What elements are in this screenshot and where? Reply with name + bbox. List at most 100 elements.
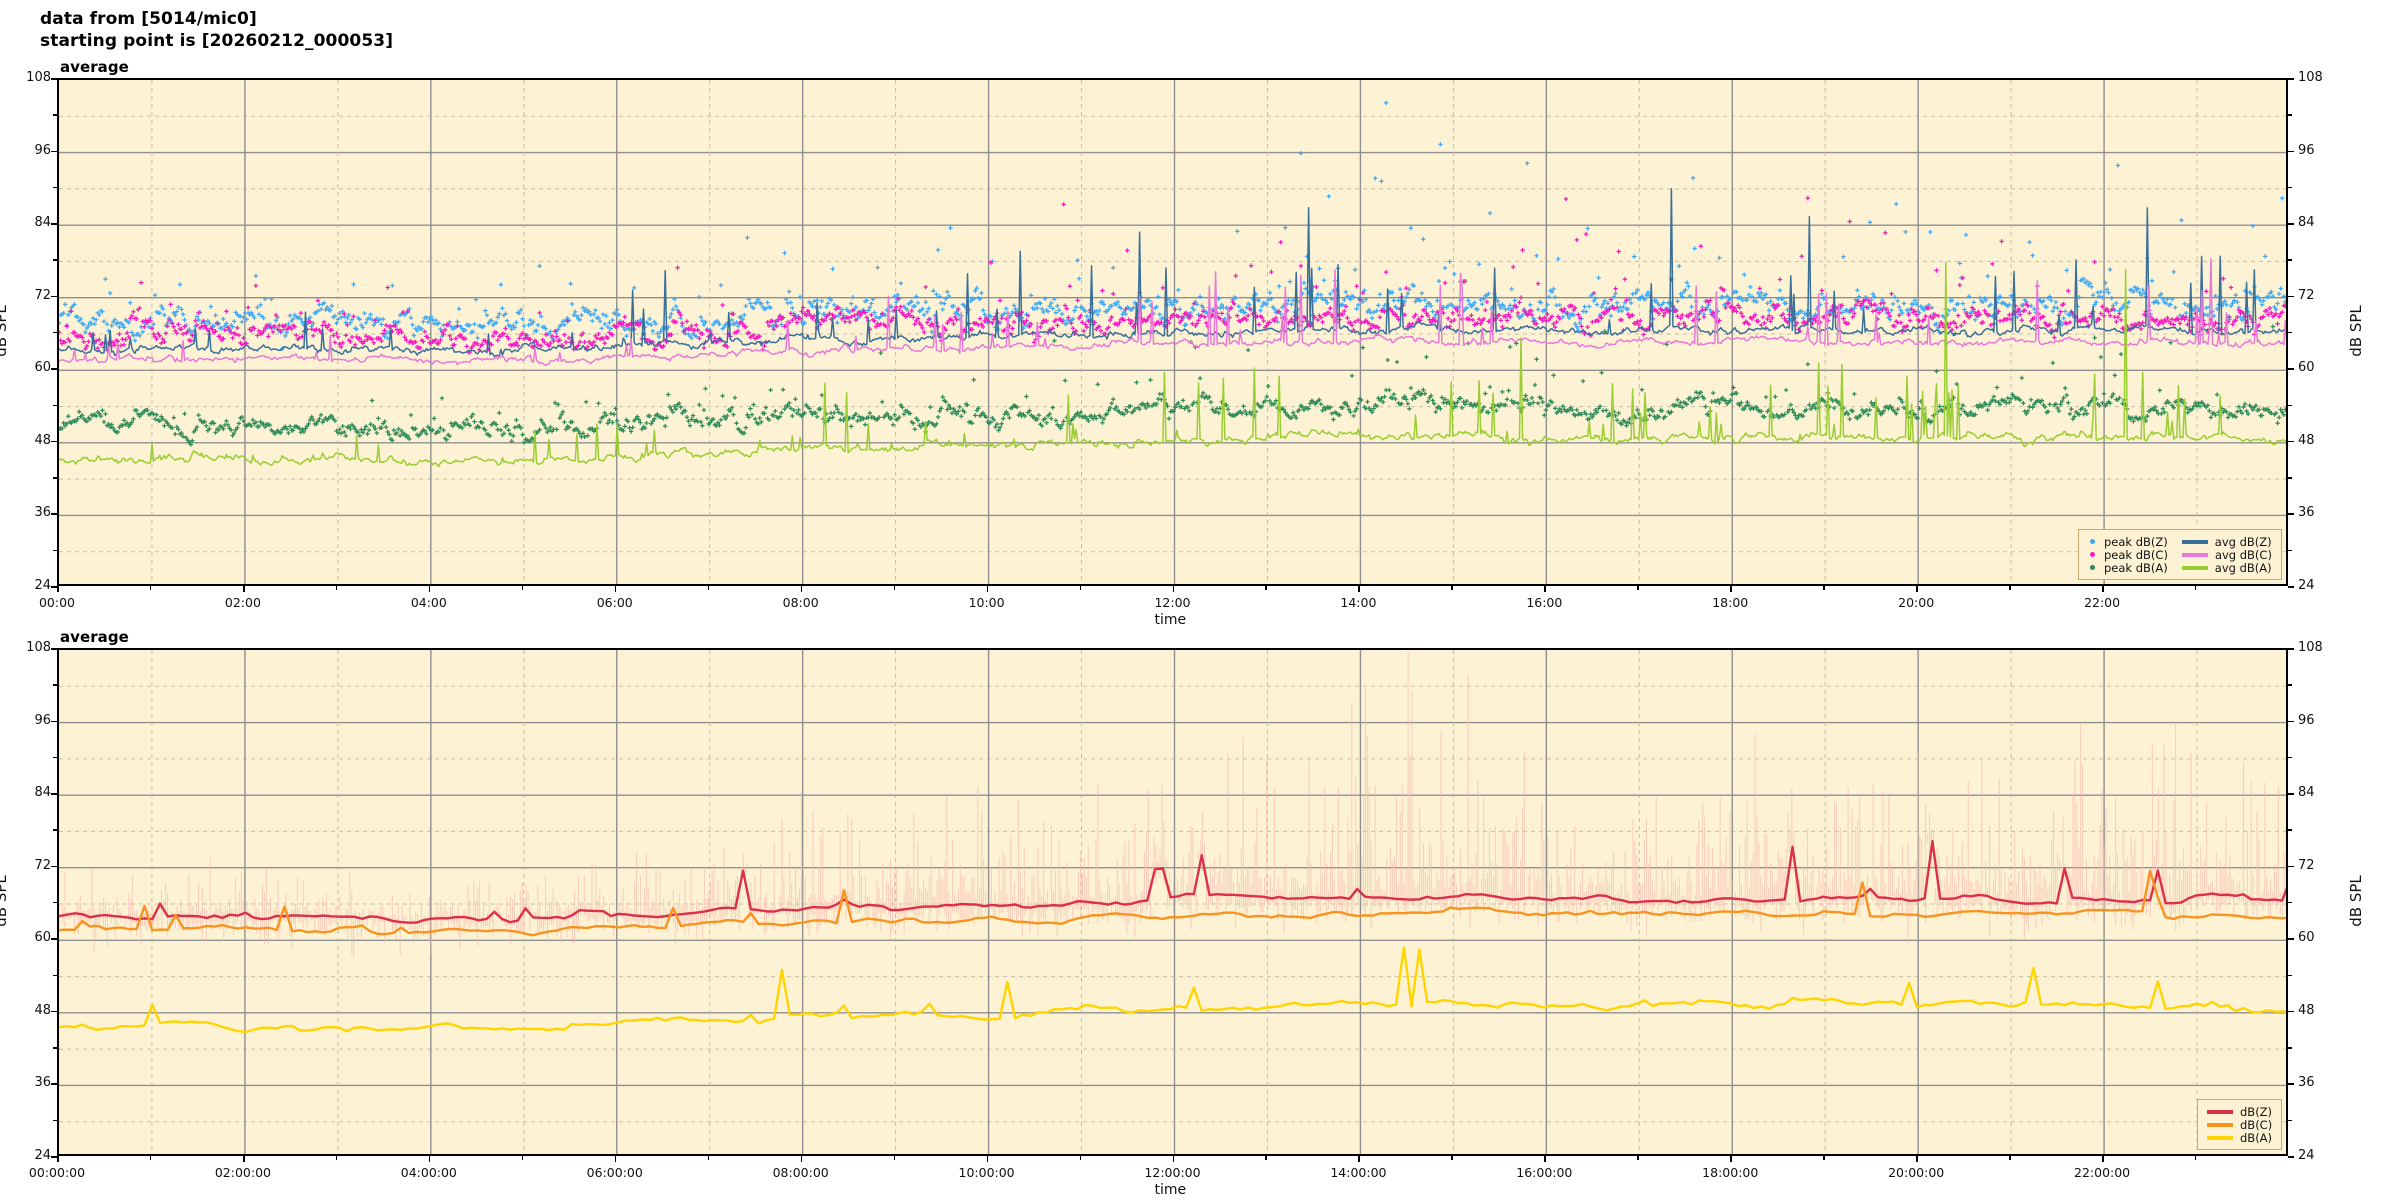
y-axis-tick-mark — [51, 78, 57, 80]
y-axis-tick-label: 96 — [34, 712, 51, 728]
legend-label: avg dB(Z) — [2214, 534, 2272, 549]
legend-line-swatch-icon — [2207, 1133, 2233, 1142]
y-axis-tick-mark-right — [2288, 865, 2294, 868]
y-axis-minor-tick — [53, 186, 57, 189]
legend-item[interactable]: dB(Z) — [2207, 1105, 2272, 1119]
x-axis-minor-tick — [2195, 586, 2197, 590]
y-axis-label: dB SPL — [0, 305, 10, 357]
x-axis-minor-tick — [1265, 1156, 1267, 1160]
x-axis-tick-mark — [57, 586, 59, 592]
x-axis-tick-mark — [1358, 586, 1360, 592]
x-axis-minor-tick — [893, 1156, 896, 1160]
line-series-db_c — [59, 869, 2286, 937]
y-axis-minor-tick — [2288, 756, 2292, 759]
x-axis-tick-mark — [1730, 1156, 1732, 1162]
x-axis-tick-mark — [800, 1156, 803, 1162]
y-axis-tick-label-right: 72 — [2298, 287, 2315, 303]
plot-area — [57, 78, 2288, 586]
y-axis-tick-label-right: 48 — [2298, 432, 2315, 448]
line-series-db_a — [59, 946, 2286, 1034]
y-axis-minor-tick — [53, 259, 57, 261]
y-axis-tick-label: 24 — [34, 1148, 51, 1163]
x-axis-tick-mark — [428, 586, 431, 592]
chart-legend[interactable]: peak dB(Z) avg dB(Z) peak dB(C) avg dB(C) pe… — [2078, 529, 2282, 580]
legend-line-swatch-icon — [2181, 550, 2208, 559]
x-axis-minor-tick — [1823, 1156, 1825, 1160]
x-axis-label: time — [1154, 612, 1187, 628]
y-axis-minor-tick — [2288, 114, 2292, 116]
legend-label: peak dB(C) — [2104, 547, 2168, 562]
x-axis-minor-tick — [2195, 1156, 2197, 1160]
y-axis-tick-mark-right — [2288, 78, 2294, 80]
y-axis-tick-mark — [51, 295, 57, 298]
y-axis-tick-label: 96 — [34, 142, 51, 158]
y-axis-tick-label: 108 — [26, 70, 51, 85]
legend-dot-swatch-icon — [2088, 563, 2097, 572]
x-axis-minor-tick — [2009, 586, 2011, 590]
y-axis-tick-label-right: 96 — [2298, 142, 2315, 158]
x-axis-minor-tick — [707, 1156, 710, 1160]
y-axis-tick-mark-right — [2288, 720, 2294, 723]
legend-item[interactable]: dB(C) — [2207, 1118, 2272, 1132]
y-axis-tick-mark-right — [2288, 295, 2294, 298]
x-axis-tick-mark — [1172, 1156, 1175, 1162]
y-axis-tick-label: 48 — [34, 1002, 51, 1018]
y-axis-minor-tick — [2288, 332, 2292, 334]
y-axis-minor-tick — [53, 1119, 57, 1122]
line-series-avg_a — [59, 261, 2286, 468]
legend-item[interactable]: peak dB(A) — [2088, 561, 2168, 575]
y-axis-tick-mark — [51, 865, 57, 868]
line-series-db_z — [59, 840, 2286, 924]
legend-item[interactable]: dB(A) — [2207, 1131, 2272, 1145]
legend-item[interactable]: avg dB(A) — [2181, 561, 2272, 575]
y-axis-tick-label-right: 48 — [2298, 1002, 2315, 1018]
x-axis-tick-mark — [614, 586, 617, 592]
x-axis-tick-label: 00:00 — [38, 595, 76, 610]
y-axis-minor-tick — [2288, 477, 2292, 479]
x-axis-minor-tick — [149, 1156, 152, 1160]
x-axis-tick-label: 06:00:00 — [586, 1165, 643, 1180]
y-axis-tick-mark-right — [2288, 793, 2294, 795]
y-axis-tick-label-right: 96 — [2298, 712, 2315, 728]
y-axis-tick-mark-right — [2288, 648, 2294, 650]
x-axis-tick-mark — [2102, 1156, 2104, 1162]
y-axis-minor-tick — [53, 684, 57, 686]
y-axis-tick-mark-right — [2288, 513, 2294, 516]
x-axis-minor-tick — [707, 586, 710, 590]
x-axis-minor-tick — [1079, 1156, 1081, 1160]
x-axis-tick-label: 02:00:00 — [214, 1165, 271, 1180]
y-axis-tick-label: 48 — [34, 432, 51, 448]
chart-legend[interactable]: dB(Z) dB(C) dB(A) — [2197, 1099, 2283, 1150]
x-axis-tick-mark — [1916, 586, 1918, 592]
y-axis-tick-mark-right — [2288, 440, 2294, 443]
legend-label: peak dB(A) — [2104, 560, 2168, 575]
x-axis-tick-label: 00:00:00 — [28, 1165, 86, 1180]
y-axis-minor-tick — [2288, 684, 2292, 686]
legend-item[interactable]: avg dB(C) — [2181, 548, 2272, 562]
plot-area — [57, 648, 2288, 1156]
x-axis-tick-label: 14:00 — [1340, 595, 1377, 610]
y-axis-tick-label-right: 36 — [2298, 1075, 2315, 1091]
y-axis-label-right: dB SPL — [2346, 305, 2365, 357]
legend-item[interactable]: peak dB(C) — [2088, 548, 2168, 562]
y-axis-tick-mark-right — [2288, 586, 2294, 588]
legend-item[interactable]: avg dB(Z) — [2181, 534, 2272, 549]
line-series-avg_z — [59, 188, 2286, 358]
y-axis-tick-label-right: 24 — [2298, 1148, 2315, 1163]
legend-item[interactable]: peak dB(Z) — [2088, 535, 2168, 549]
y-axis-minor-tick — [2288, 829, 2292, 831]
y-axis-tick-label: 36 — [34, 1075, 51, 1091]
legend-line-swatch-icon — [2181, 537, 2208, 546]
x-axis-minor-tick — [149, 586, 152, 590]
x-axis-minor-tick — [521, 1156, 524, 1160]
x-axis-tick-label: 16:00 — [1526, 595, 1563, 610]
x-axis-tick-mark — [1916, 1156, 1918, 1162]
y-axis-minor-tick — [53, 902, 57, 904]
y-axis-minor-tick — [2288, 259, 2292, 261]
x-axis-tick-mark — [242, 586, 245, 592]
legend-row: peak dB(Z) avg dB(Z) — [2088, 534, 2272, 549]
legend-line-swatch-icon — [2207, 1107, 2233, 1116]
y-axis-minor-tick — [2288, 549, 2292, 552]
y-axis-minor-tick — [53, 114, 57, 116]
